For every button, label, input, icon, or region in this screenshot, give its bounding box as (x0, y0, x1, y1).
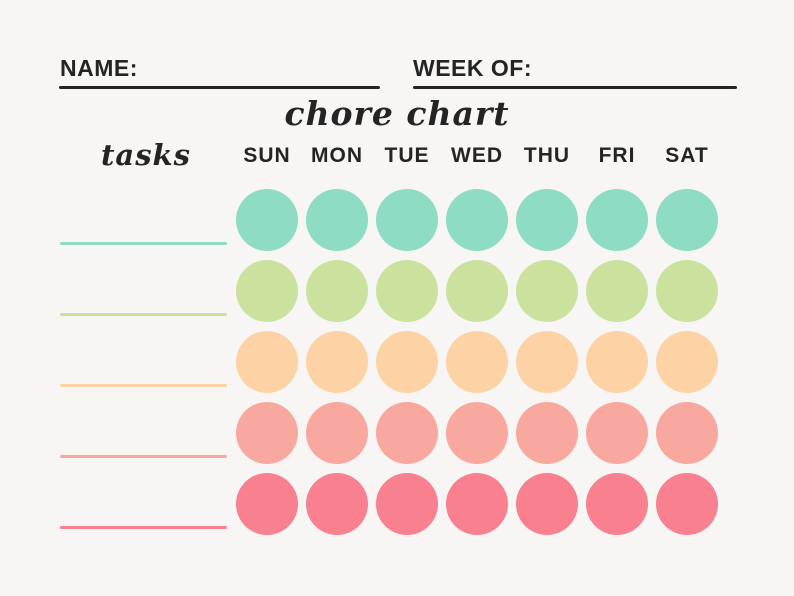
chore-circle-row2-mon[interactable] (306, 259, 368, 322)
name-fill-line[interactable] (59, 86, 380, 89)
chore-circle-row5-sun[interactable] (236, 472, 298, 535)
cell-row1-thu (512, 184, 582, 255)
cell-row2-fri (582, 255, 652, 326)
task-fill-line-5[interactable] (60, 526, 227, 529)
chore-circle-row3-wed[interactable] (446, 330, 508, 393)
name-label: NAME: (60, 55, 138, 81)
cell-row3-fri (582, 326, 652, 397)
task-fill-line-3[interactable] (60, 384, 227, 387)
cell-row4-wed (442, 397, 512, 468)
chore-circle-row3-thu[interactable] (516, 330, 578, 393)
cell-row2-wed (442, 255, 512, 326)
cell-row3-thu (512, 326, 582, 397)
chore-circle-row3-fri[interactable] (586, 330, 648, 393)
circle-row-4 (232, 397, 722, 468)
cell-row1-sat (652, 184, 722, 255)
week-of-fill-line[interactable] (413, 86, 737, 89)
chore-circle-row3-mon[interactable] (306, 330, 368, 393)
chore-circle-row2-thu[interactable] (516, 259, 578, 322)
day-header-tue: TUE (384, 144, 430, 167)
cell-row1-mon (302, 184, 372, 255)
cell-row5-tue (372, 468, 442, 539)
day-header-fri: FRI (598, 144, 636, 167)
chore-circle-row4-sun[interactable] (236, 401, 298, 464)
cell-row2-sat (652, 255, 722, 326)
cell-row3-mon (302, 326, 372, 397)
cell-row4-thu (512, 397, 582, 468)
chore-circle-row4-fri[interactable] (586, 401, 648, 464)
week-of-label: WEEK OF: (413, 55, 532, 81)
chore-circle-row4-sat[interactable] (656, 401, 718, 464)
chore-circle-row4-mon[interactable] (306, 401, 368, 464)
cell-row5-wed (442, 468, 512, 539)
cell-row5-thu (512, 468, 582, 539)
chore-circle-row1-sat[interactable] (656, 188, 718, 251)
page-title: chore chart (284, 94, 510, 133)
cell-row3-sun (232, 326, 302, 397)
chore-circle-row5-mon[interactable] (306, 472, 368, 535)
day-header-thu: THU (523, 144, 571, 167)
chore-circle-row5-thu[interactable] (516, 472, 578, 535)
cell-row4-fri (582, 397, 652, 468)
tasks-column-label: tasks (101, 138, 191, 172)
chore-circle-row1-fri[interactable] (586, 188, 648, 251)
cell-row1-tue (372, 184, 442, 255)
day-header-mon: MON (311, 144, 363, 167)
chore-circle-row5-fri[interactable] (586, 472, 648, 535)
cell-row4-mon (302, 397, 372, 468)
task-fill-line-4[interactable] (60, 455, 227, 458)
task-fill-line-1[interactable] (60, 242, 227, 245)
chore-circle-grid (232, 184, 722, 539)
cell-row5-sat (652, 468, 722, 539)
chore-circle-row5-wed[interactable] (446, 472, 508, 535)
chore-circle-row3-sun[interactable] (236, 330, 298, 393)
chore-circle-row1-sun[interactable] (236, 188, 298, 251)
cell-row1-wed (442, 184, 512, 255)
cell-row2-tue (372, 255, 442, 326)
cell-row4-tue (372, 397, 442, 468)
day-header-sun: SUN (243, 144, 291, 167)
cell-row3-tue (372, 326, 442, 397)
cell-row3-sat (652, 326, 722, 397)
cell-row4-sun (232, 397, 302, 468)
circle-row-1 (232, 184, 722, 255)
day-header-wed: WED (451, 144, 503, 167)
chore-circle-row3-sat[interactable] (656, 330, 718, 393)
circle-row-3 (232, 326, 722, 397)
cell-row5-mon (302, 468, 372, 539)
chore-circle-row4-wed[interactable] (446, 401, 508, 464)
chore-circle-row1-mon[interactable] (306, 188, 368, 251)
circle-row-5 (232, 468, 722, 539)
cell-row2-thu (512, 255, 582, 326)
cell-row3-wed (442, 326, 512, 397)
chore-circle-row1-thu[interactable] (516, 188, 578, 251)
task-fill-line-2[interactable] (60, 313, 227, 316)
chore-circle-row2-sun[interactable] (236, 259, 298, 322)
day-header-sat: SAT (665, 144, 709, 167)
chore-circle-row1-wed[interactable] (446, 188, 508, 251)
cell-row2-mon (302, 255, 372, 326)
day-header-row: SUN MON TUE WED THU FRI SAT (232, 144, 722, 168)
cell-row5-sun (232, 468, 302, 539)
chore-circle-row2-fri[interactable] (586, 259, 648, 322)
chore-circle-row2-tue[interactable] (376, 259, 438, 322)
chore-circle-row3-tue[interactable] (376, 330, 438, 393)
chore-circle-row5-sat[interactable] (656, 472, 718, 535)
circle-row-2 (232, 255, 722, 326)
cell-row2-sun (232, 255, 302, 326)
cell-row1-sun (232, 184, 302, 255)
chore-circle-row1-tue[interactable] (376, 188, 438, 251)
cell-row4-sat (652, 397, 722, 468)
chore-circle-row2-wed[interactable] (446, 259, 508, 322)
cell-row5-fri (582, 468, 652, 539)
chore-circle-row5-tue[interactable] (376, 472, 438, 535)
cell-row1-fri (582, 184, 652, 255)
chore-circle-row2-sat[interactable] (656, 259, 718, 322)
chore-circle-row4-thu[interactable] (516, 401, 578, 464)
chore-circle-row4-tue[interactable] (376, 401, 438, 464)
